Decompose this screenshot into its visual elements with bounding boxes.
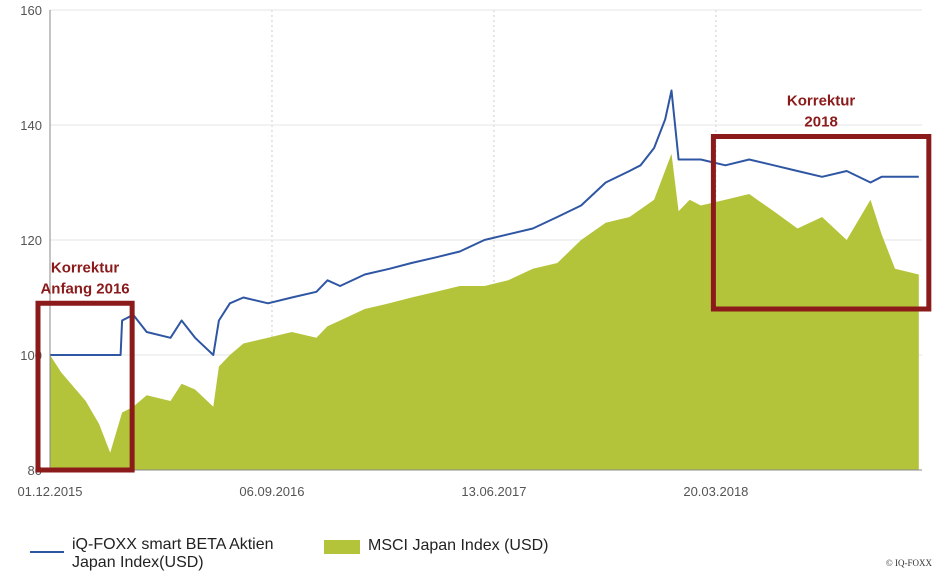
copyright: © IQ-FOXX	[885, 558, 932, 568]
axes: 01.12.2015 06.09.2016 13.06.2017 20.03.2018…	[17, 3, 922, 499]
correction-label: Korrektur	[51, 259, 120, 276]
msci-japan-area	[50, 153, 919, 471]
correction-label: Korrektur	[787, 93, 856, 110]
chart: 01.12.2015 06.09.2016 13.06.2017 20.03.2018…	[17, 3, 932, 499]
legend-line-label-row-2: Japan Index(USD)	[72, 554, 204, 571]
iq-foxx-line	[50, 89, 919, 356]
x-tick-label: 13.06.2017	[461, 484, 526, 499]
x-tick-label: 20.03.2018	[683, 484, 748, 499]
legend-line-label: iQ-FOXX smart BETA Aktien Japan Index(US…	[72, 536, 274, 572]
x-tick-label: 01.12.2015	[17, 484, 82, 499]
y-tick-label: 120	[20, 233, 42, 248]
y-tick-label: 140	[20, 118, 42, 133]
correction-box	[35, 300, 135, 473]
iq-foxx-line-layer	[50, 89, 919, 356]
correction-label: Anfang 2016	[40, 280, 129, 297]
legend-line-swatch	[30, 551, 64, 553]
correction-label: 2018	[804, 114, 837, 131]
msci-area-layer	[50, 153, 919, 471]
y-tick-label: 160	[20, 3, 42, 18]
legend-area-swatch	[324, 540, 360, 554]
x-tick-label: 06.09.2016	[239, 484, 304, 499]
legend-line-label-row-1: iQ-FOXX smart BETA Aktien	[72, 536, 274, 553]
annotation-layer: Korrektur Anfang 2016 Korrektur 2018	[35, 93, 932, 473]
correction-box	[710, 134, 932, 312]
legend-area-label: MSCI Japan Index (USD)	[368, 537, 549, 554]
